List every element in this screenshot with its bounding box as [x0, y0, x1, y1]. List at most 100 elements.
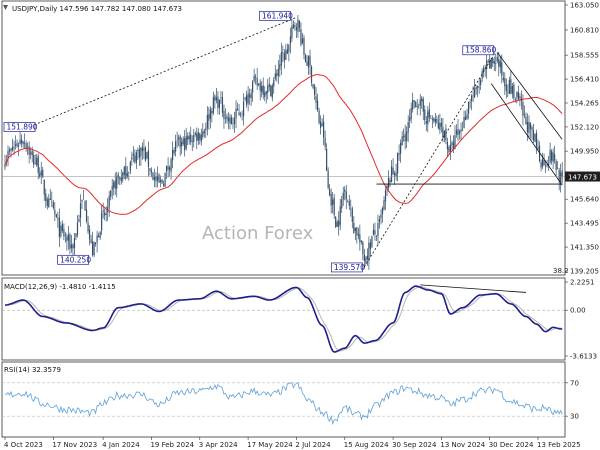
candle-body [212, 97, 214, 113]
macd-tick-label: -3.6133 [570, 353, 597, 361]
price-tick-label: 154.265 [570, 100, 599, 108]
candle-body [366, 255, 368, 260]
candle-body [176, 139, 178, 141]
candle-body [181, 141, 183, 147]
price-tick-label: 143.495 [570, 220, 599, 228]
candle-body [58, 217, 60, 238]
candle-body [552, 152, 554, 162]
candle-body [45, 193, 47, 201]
candle-body [295, 27, 298, 30]
candle-body [499, 61, 501, 68]
candle-body [120, 177, 122, 182]
candle-body [541, 158, 544, 167]
price-label: 158.860 [462, 45, 496, 56]
fib-level-annotation: 38.2 [553, 267, 569, 275]
candle-body [168, 167, 171, 170]
candle-body [333, 197, 335, 216]
candle-body [214, 95, 216, 101]
price-label: 161.940 [259, 10, 293, 21]
candle-body [555, 161, 557, 170]
candle-body [119, 177, 121, 180]
candle-body [451, 142, 453, 145]
candle-body [126, 173, 128, 177]
candle-body [327, 171, 329, 189]
candle-body [152, 172, 154, 180]
candle-body [259, 82, 261, 91]
candle-body [122, 172, 124, 180]
candle-body [209, 109, 211, 119]
candle-body [354, 227, 356, 231]
price-label-text: 161.940 [262, 11, 293, 20]
candle-body [316, 100, 319, 111]
candle-body [458, 131, 461, 134]
candle-body [318, 110, 320, 124]
candle-body [60, 225, 62, 236]
candle-body [549, 149, 551, 163]
x-tick-label: 13 Feb 2025 [537, 441, 581, 449]
candle-body [389, 179, 391, 183]
candle-body [548, 163, 550, 166]
candle-body [205, 128, 207, 131]
candle-body [321, 123, 323, 127]
candle-body [329, 189, 331, 196]
candle-body [190, 134, 192, 143]
candle-body [105, 213, 107, 215]
candle-body [504, 78, 506, 87]
candle-body [335, 216, 337, 228]
candle-body [253, 75, 255, 82]
candle-body [149, 168, 151, 171]
candle-body [52, 202, 54, 208]
candle-body [407, 122, 409, 133]
x-tick-label: 19 Feb 2024 [150, 441, 194, 449]
candle-body [196, 133, 198, 141]
candle-body [532, 130, 535, 141]
candle-body [416, 106, 418, 107]
candle-body [91, 241, 94, 256]
candle-body [137, 149, 139, 151]
price-label: 151.890 [3, 122, 38, 132]
candle-body [70, 244, 73, 249]
candle-body [470, 95, 473, 102]
candle-body [81, 199, 83, 202]
candle-body [439, 122, 441, 130]
candle-body [54, 209, 56, 215]
candle-body [380, 214, 382, 219]
candle-body [474, 88, 476, 98]
candle-body [466, 114, 468, 119]
candle-body [502, 77, 504, 81]
rsi-y-axis: 70 30 [2, 379, 579, 421]
candle-body [357, 233, 359, 236]
candle-body [255, 77, 257, 78]
candle-body [390, 166, 393, 182]
candle-body [377, 222, 379, 236]
candle-body [146, 152, 148, 159]
candle-body [508, 79, 510, 94]
candle-body [374, 230, 376, 235]
candle-body [4, 163, 6, 168]
candle-body [238, 112, 240, 115]
candle-body [232, 123, 234, 125]
candle-body [99, 231, 101, 238]
candle-body [270, 85, 272, 97]
candle-body [178, 137, 180, 140]
candle-body [72, 244, 74, 249]
candle-body [161, 179, 163, 184]
x-tick-label: 4 Jan 2024 [102, 441, 140, 449]
candle-body [215, 97, 217, 101]
candle-body [102, 210, 104, 212]
candle-body [224, 117, 227, 119]
candle-body [375, 236, 378, 237]
price-tick-label: 152.120 [570, 123, 599, 131]
candle-body [170, 159, 172, 172]
candle-body [313, 85, 316, 95]
header-macd: MACD(12,26,9) -1.4810 -1.4115 [4, 283, 116, 291]
price-label: 140.250 [57, 254, 91, 265]
candle-body [339, 206, 341, 225]
candle-body [46, 199, 48, 206]
candle-body [264, 92, 266, 97]
x-tick-label: 4 Oct 2023 [4, 441, 43, 449]
candle-body [167, 166, 169, 170]
rsi-label: RSI(14) 32.3579 [4, 366, 61, 374]
candle-body [184, 138, 186, 151]
candle-body [443, 130, 446, 138]
